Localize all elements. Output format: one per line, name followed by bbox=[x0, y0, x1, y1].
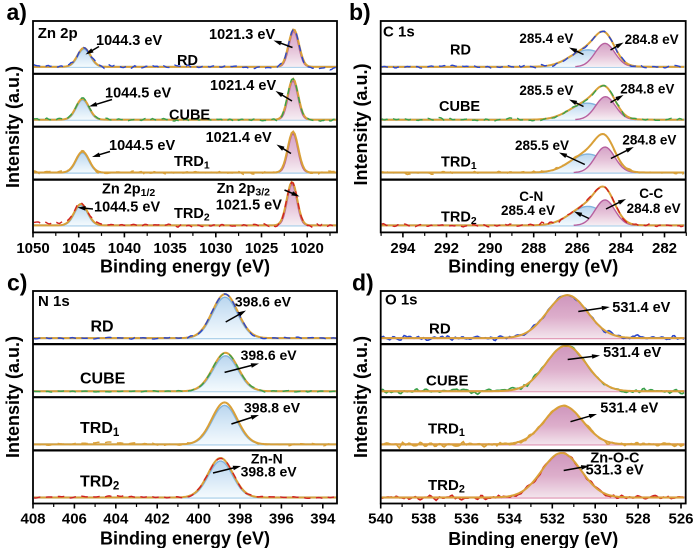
svg-text:Intensity (a.u.): Intensity (a.u.) bbox=[351, 336, 371, 458]
svg-text:Intensity (a.u.): Intensity (a.u.) bbox=[3, 66, 23, 188]
svg-text:Binding energy (eV): Binding energy (eV) bbox=[448, 257, 618, 277]
svg-text:534: 534 bbox=[497, 511, 523, 528]
svg-text:531.4 eV: 531.4 eV bbox=[600, 401, 658, 417]
svg-text:288: 288 bbox=[521, 240, 546, 257]
svg-text:TRD2: TRD2 bbox=[80, 474, 119, 493]
svg-text:1044.5 eV: 1044.5 eV bbox=[105, 86, 171, 102]
svg-text:396: 396 bbox=[269, 511, 294, 528]
svg-text:Binding energy (eV): Binding energy (eV) bbox=[448, 529, 618, 548]
svg-text:398.6 eV: 398.6 eV bbox=[241, 347, 298, 363]
svg-text:1025: 1025 bbox=[245, 240, 278, 257]
svg-text:1050: 1050 bbox=[16, 240, 49, 257]
svg-text:1044.5 eV: 1044.5 eV bbox=[94, 200, 160, 216]
svg-text:Zn-N: Zn-N bbox=[251, 451, 283, 467]
svg-text:TRD2: TRD2 bbox=[428, 477, 465, 496]
svg-text:286: 286 bbox=[565, 240, 590, 257]
svg-text:TRD1: TRD1 bbox=[174, 154, 210, 172]
svg-text:CUBE: CUBE bbox=[80, 371, 126, 388]
svg-text:285.5 eV: 285.5 eV bbox=[519, 83, 573, 98]
svg-text:1021.4 eV: 1021.4 eV bbox=[206, 130, 272, 146]
svg-text:540: 540 bbox=[368, 511, 393, 528]
svg-text:398.6 eV: 398.6 eV bbox=[235, 293, 292, 309]
svg-text:Intensity (a.u.): Intensity (a.u.) bbox=[351, 63, 371, 185]
svg-text:531.4 eV: 531.4 eV bbox=[612, 300, 670, 316]
svg-text:b): b) bbox=[349, 0, 371, 25]
svg-text:C-N: C-N bbox=[519, 189, 543, 204]
svg-text:d): d) bbox=[352, 270, 374, 296]
svg-text:290: 290 bbox=[478, 240, 503, 257]
svg-text:284.8 eV: 284.8 eV bbox=[627, 201, 681, 216]
svg-text:285.5 eV: 285.5 eV bbox=[515, 138, 569, 153]
svg-text:404: 404 bbox=[103, 511, 129, 528]
svg-text:284.8 eV: 284.8 eV bbox=[620, 82, 674, 97]
svg-text:CUBE: CUBE bbox=[439, 99, 480, 115]
svg-text:CUBE: CUBE bbox=[426, 373, 469, 390]
svg-text:526: 526 bbox=[668, 511, 693, 528]
svg-text:TRD1: TRD1 bbox=[428, 421, 465, 440]
svg-text:531.4 eV: 531.4 eV bbox=[603, 345, 661, 361]
svg-text:398.8 eV: 398.8 eV bbox=[241, 464, 298, 480]
svg-text:N 1s: N 1s bbox=[38, 293, 70, 310]
svg-text:1040: 1040 bbox=[108, 240, 141, 257]
svg-text:532: 532 bbox=[540, 511, 565, 528]
svg-text:400: 400 bbox=[186, 511, 211, 528]
svg-text:RD: RD bbox=[450, 43, 471, 59]
svg-text:1030: 1030 bbox=[199, 240, 232, 257]
svg-text:Intensity (a.u.): Intensity (a.u.) bbox=[3, 336, 23, 458]
svg-text:398: 398 bbox=[227, 511, 252, 528]
svg-text:O 1s: O 1s bbox=[385, 292, 418, 309]
svg-text:538: 538 bbox=[411, 511, 436, 528]
svg-text:1035: 1035 bbox=[153, 240, 186, 257]
svg-text:Zn 2p: Zn 2p bbox=[38, 25, 78, 42]
svg-text:394: 394 bbox=[310, 511, 336, 528]
svg-text:284: 284 bbox=[608, 240, 634, 257]
svg-text:285.4 eV: 285.4 eV bbox=[501, 203, 555, 218]
svg-text:1021.3 eV: 1021.3 eV bbox=[209, 27, 275, 43]
svg-text:TRD1: TRD1 bbox=[80, 420, 120, 439]
svg-text:406: 406 bbox=[62, 511, 87, 528]
svg-text:408: 408 bbox=[20, 511, 45, 528]
svg-text:530: 530 bbox=[583, 511, 608, 528]
svg-text:1045: 1045 bbox=[62, 240, 95, 257]
svg-text:a): a) bbox=[7, 0, 27, 25]
svg-text:528: 528 bbox=[626, 511, 651, 528]
svg-text:1044.5 eV: 1044.5 eV bbox=[109, 138, 175, 154]
svg-text:402: 402 bbox=[145, 511, 170, 528]
svg-text:536: 536 bbox=[454, 511, 479, 528]
svg-text:TRD1: TRD1 bbox=[441, 155, 477, 173]
svg-text:1021.5 eV: 1021.5 eV bbox=[216, 198, 282, 214]
svg-text:CUBE: CUBE bbox=[169, 108, 210, 124]
svg-text:Binding energy (eV): Binding energy (eV) bbox=[100, 529, 270, 549]
svg-text:RD: RD bbox=[91, 319, 114, 336]
svg-text:RD: RD bbox=[429, 321, 451, 338]
svg-text:531.3 eV: 531.3 eV bbox=[586, 463, 644, 479]
svg-text:Zn-O-C: Zn-O-C bbox=[590, 451, 640, 467]
svg-text:285.4 eV: 285.4 eV bbox=[519, 31, 573, 46]
svg-text:292: 292 bbox=[434, 240, 459, 257]
svg-text:282: 282 bbox=[652, 240, 677, 257]
svg-text:TRD2: TRD2 bbox=[174, 206, 210, 224]
svg-text:TRD2: TRD2 bbox=[441, 210, 477, 228]
svg-text:1044.3 eV: 1044.3 eV bbox=[96, 33, 162, 49]
svg-text:284.8 eV: 284.8 eV bbox=[622, 133, 676, 148]
svg-text:1020: 1020 bbox=[291, 240, 324, 257]
svg-text:C 1s: C 1s bbox=[383, 24, 415, 41]
svg-text:284.8 eV: 284.8 eV bbox=[625, 32, 679, 47]
svg-text:1021.4 eV: 1021.4 eV bbox=[210, 78, 276, 94]
svg-text:Binding energy (eV): Binding energy (eV) bbox=[100, 257, 270, 277]
svg-text:398.8 eV: 398.8 eV bbox=[244, 400, 301, 416]
svg-text:c): c) bbox=[7, 270, 27, 296]
svg-text:RD: RD bbox=[177, 53, 198, 69]
svg-text:294: 294 bbox=[390, 240, 416, 257]
svg-text:C-C: C-C bbox=[639, 186, 663, 201]
